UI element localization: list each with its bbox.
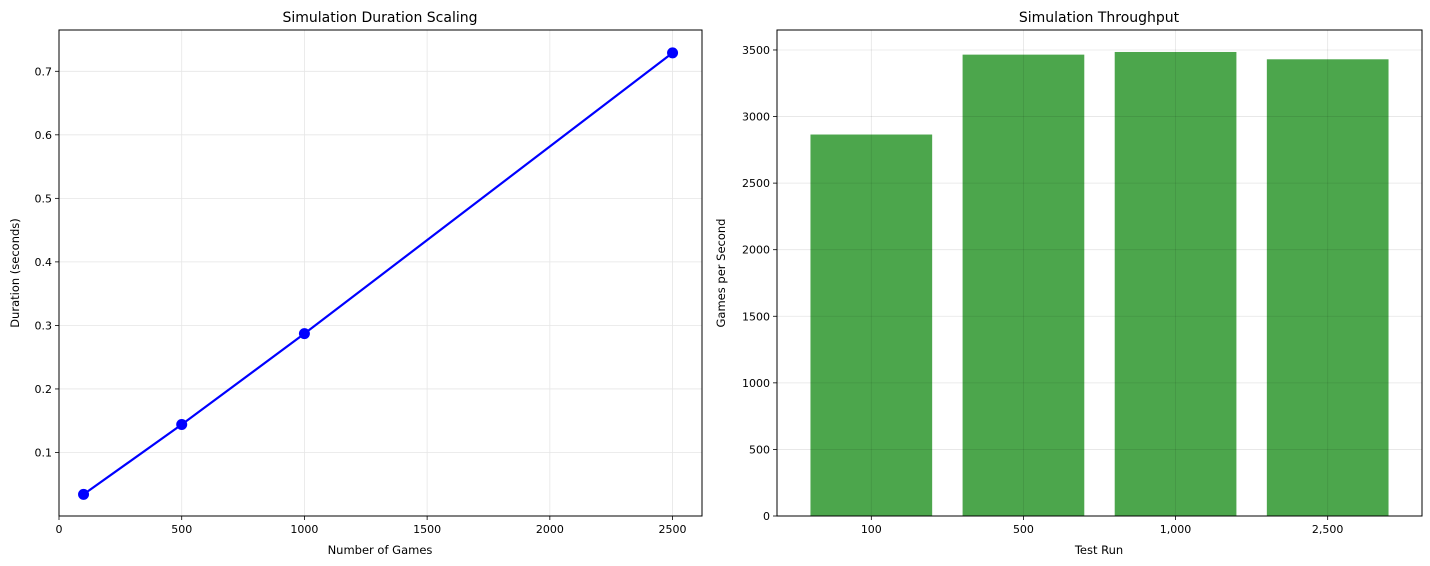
y-tick-label: 3000	[742, 111, 770, 124]
y-tick-label: 0.2	[35, 383, 53, 396]
grid	[777, 30, 1422, 517]
plot-frame	[776, 29, 1423, 517]
x-tick-label: 100	[861, 523, 882, 536]
x-axis-label: Number of Games	[328, 543, 433, 557]
grid	[58, 30, 702, 516]
duration-line-chart: Simulation Duration Scaling 0 500 1000 1500…	[8, 10, 703, 557]
x-tick-label: 1500	[413, 523, 441, 536]
y-tick-label: 0.1	[35, 446, 53, 459]
data-point	[176, 419, 188, 431]
series-line	[82, 51, 674, 496]
x-tick-label: 1000	[290, 523, 318, 536]
y-axis-label: Games per Second	[714, 219, 728, 328]
x-tick-label: 500	[1013, 523, 1034, 536]
y-tick-label: 3500	[742, 44, 770, 57]
y-tick-label: 0.6	[35, 129, 53, 142]
throughput-bar-chart: Simulation Throughput 0 500 1000 1500 2000 25…	[714, 10, 1423, 557]
x-tick-label: 500	[171, 523, 192, 536]
bar	[962, 54, 1085, 517]
y-tick-label: 0	[763, 510, 770, 523]
series	[78, 47, 679, 500]
y-tick-label: 0.4	[35, 256, 53, 269]
chart-title: Simulation Duration Scaling	[283, 10, 478, 26]
y-tick-label: 0.3	[35, 319, 53, 332]
data-point	[78, 488, 90, 500]
x-tick-label: 2500	[659, 523, 687, 536]
y-tick-label: 2500	[742, 177, 770, 190]
x-tick-label: 0	[56, 523, 63, 536]
x-tick-label: 1,000	[1160, 523, 1192, 536]
bar	[810, 134, 933, 516]
bar	[1266, 59, 1389, 516]
y-tick-label: 1000	[742, 377, 770, 390]
y-axis-label: Duration (seconds)	[8, 218, 22, 328]
y-tick-label: 0.5	[35, 192, 53, 205]
data-point	[667, 47, 679, 59]
x-axis-label: Test Run	[1074, 543, 1123, 557]
data-point	[298, 328, 310, 340]
y-tick-label: 1500	[742, 310, 770, 323]
ticks: 0 500 1000 1500 2000 2500 0.1 0.2 0.3 0.4 0.5 0.6 0.…	[35, 65, 687, 536]
chart-title: Simulation Throughput	[1019, 10, 1180, 26]
x-tick-label: 2000	[536, 523, 564, 536]
ticks: 0 500 1000 1500 2000 2500 3000 3500 100 500 1,000 2…	[742, 44, 1343, 536]
y-tick-label: 2000	[742, 244, 770, 257]
y-tick-label: 500	[749, 443, 770, 456]
y-tick-label: 0.7	[35, 65, 53, 78]
bars	[810, 51, 1389, 517]
bar	[1114, 51, 1237, 517]
plot-frame	[58, 29, 703, 517]
x-tick-label: 2,500	[1312, 523, 1344, 536]
